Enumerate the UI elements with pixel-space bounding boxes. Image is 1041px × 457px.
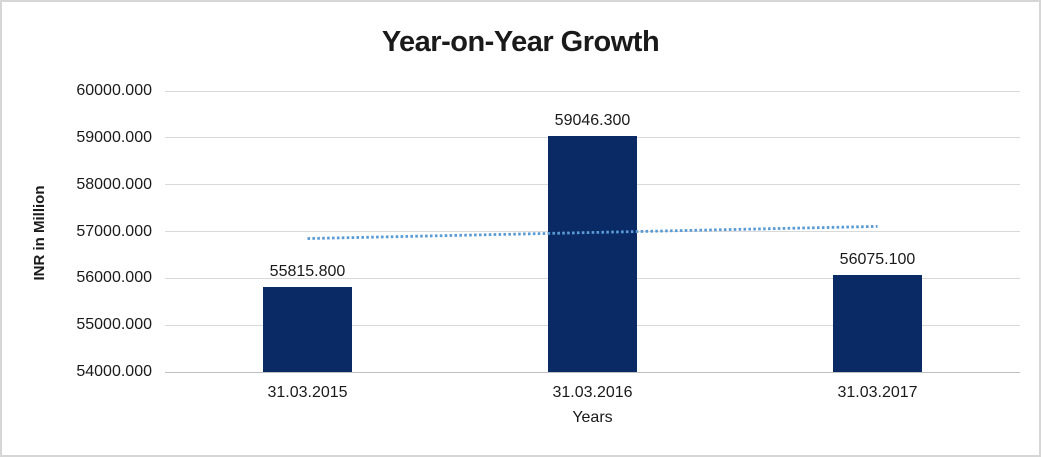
- y-tick-label: 56000.000: [76, 269, 152, 287]
- x-tick-label: 31.03.2016: [552, 384, 633, 401]
- gridline: [165, 371, 1020, 373]
- chart-title: Year-on-Year Growth: [381, 26, 660, 58]
- bar-data-label: 56075.100: [839, 250, 916, 268]
- y-tick-label: 57000.000: [76, 222, 152, 240]
- x-tick-label: 31.03.2015: [267, 384, 348, 401]
- y-tick-label: 55000.000: [76, 316, 152, 334]
- x-tick-label: 31.03.2017: [837, 384, 918, 401]
- y-tick-label: 58000.000: [76, 175, 152, 193]
- plot-area: [165, 90, 1020, 373]
- x-axis-title: Years: [572, 409, 613, 426]
- y-tick-label: 59000.000: [76, 128, 152, 146]
- gridline: [165, 90, 1020, 92]
- bar-data-label: 55815.800: [269, 262, 346, 280]
- trendline: [307, 225, 878, 240]
- bar: [833, 274, 922, 372]
- y-tick-label: 54000.000: [76, 363, 152, 380]
- y-tick-label: 60000.000: [76, 82, 152, 99]
- bar: [548, 135, 637, 372]
- bar-data-label: 59046.300: [554, 111, 631, 129]
- bar: [263, 286, 352, 372]
